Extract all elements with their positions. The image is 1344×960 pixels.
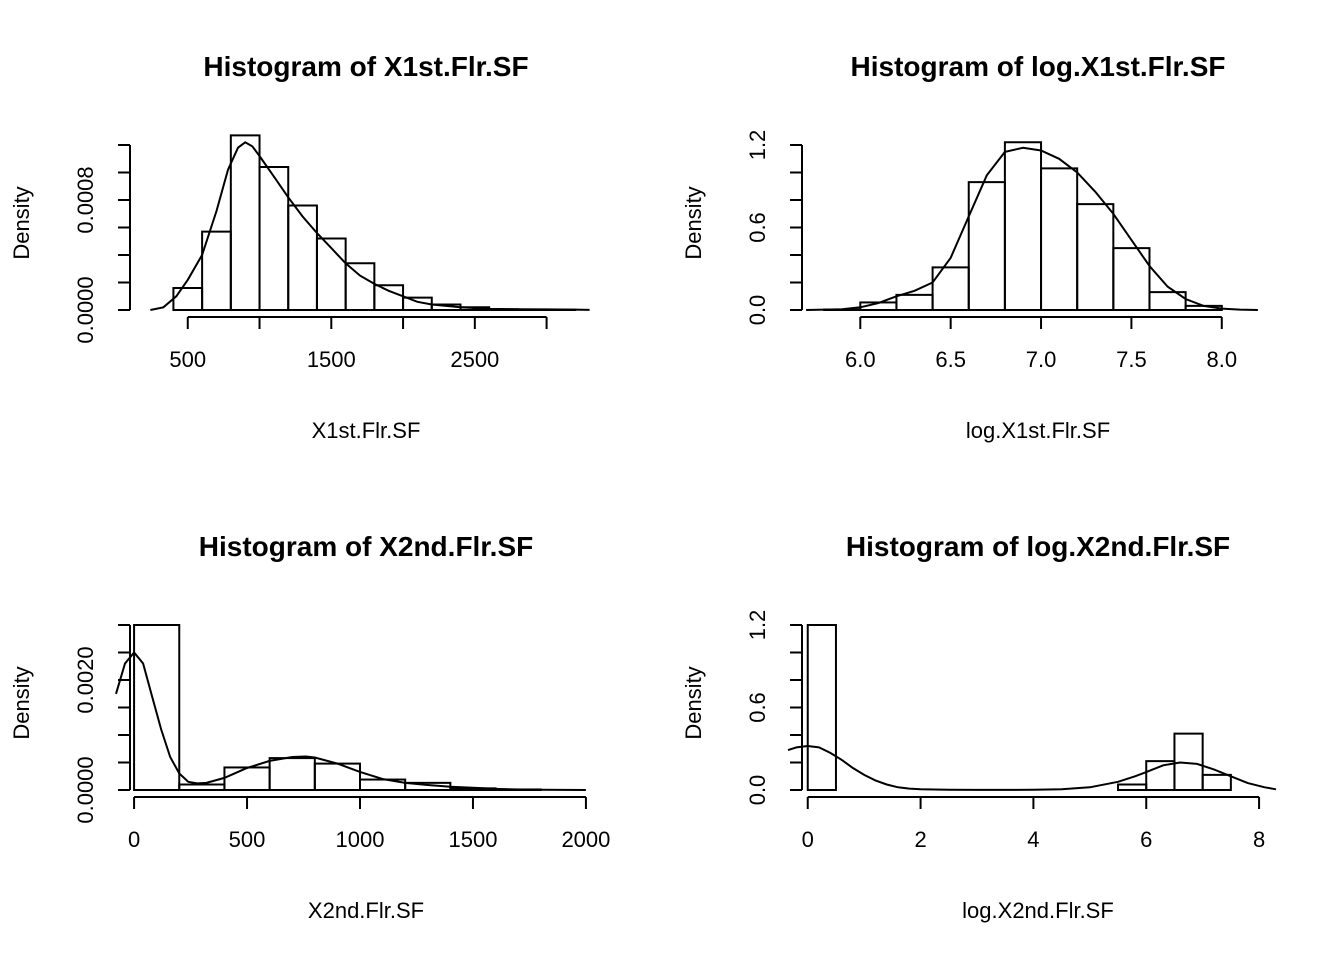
y-axis: 0.0 0.6 1.2 xyxy=(745,610,803,806)
panel-log-x1st-flr-sf: Histogram of log.X1st.Flr.SF log.X1st.Fl… xyxy=(681,51,1258,443)
density-curve xyxy=(787,744,1277,791)
bars xyxy=(823,141,1223,311)
histogram-bar xyxy=(1173,732,1204,791)
histogram-bar xyxy=(1003,141,1043,311)
y-tick-label: 0.0000 xyxy=(73,276,98,343)
panel-title: Histogram of X2nd.Flr.SF xyxy=(199,531,533,562)
bars xyxy=(806,624,1232,791)
histogram-bar xyxy=(287,204,318,311)
y-tick-label: 1.2 xyxy=(745,130,770,161)
x-axis: 0 500 1000 1500 2000 xyxy=(128,796,610,852)
y-tick-label: 1.2 xyxy=(745,610,770,641)
y-tick-label: 0.0 xyxy=(745,775,770,806)
x-tick-label: 0 xyxy=(802,827,814,852)
histogram-bar xyxy=(178,783,226,791)
panel-log-x2nd-flr-sf: Histogram of log.X2nd.Flr.SF log.X2nd.Fl… xyxy=(681,531,1277,923)
histogram-bar xyxy=(895,293,934,311)
x-axis: 0 2 4 6 8 xyxy=(802,796,1265,852)
y-axis-label: Density xyxy=(9,666,34,739)
histogram-bar xyxy=(1076,203,1115,311)
y-axis-label: Density xyxy=(681,186,706,259)
x-tick-label: 500 xyxy=(229,827,266,852)
histogram-bar xyxy=(268,757,316,791)
histogram-bar xyxy=(967,181,1006,311)
panel-title: Histogram of log.X1st.Flr.SF xyxy=(851,51,1226,82)
histogram-bar xyxy=(258,166,290,311)
histogram-bar xyxy=(229,134,261,311)
bars xyxy=(133,624,542,792)
x-tick-label: 1500 xyxy=(307,347,356,372)
y-axis: 0.0 0.6 1.2 xyxy=(745,130,803,326)
panel-x2nd-flr-sf: Histogram of X2nd.Flr.SF X2nd.Flr.SF Den… xyxy=(9,531,610,923)
y-tick-label: 0.0 xyxy=(745,295,770,326)
x-axis-label: log.X1st.Flr.SF xyxy=(966,418,1110,443)
histogram-bar xyxy=(313,762,362,791)
y-tick-label: 0.0020 xyxy=(73,646,98,713)
x-axis: 6.0 6.5 7.0 7.5 8.0 xyxy=(845,316,1237,372)
x-tick-label: 1500 xyxy=(448,827,497,852)
x-tick-label: 0 xyxy=(128,827,140,852)
x-axis-label: log.X2nd.Flr.SF xyxy=(962,898,1114,923)
x-tick-label: 6.0 xyxy=(845,347,876,372)
histogram-bar xyxy=(373,284,405,311)
x-tick-label: 500 xyxy=(169,347,206,372)
x-tick-label: 8.0 xyxy=(1206,347,1237,372)
y-tick-label: 0.6 xyxy=(745,692,770,723)
density-curve xyxy=(806,146,1258,311)
x-tick-label: 2 xyxy=(914,827,926,852)
x-tick-label: 7.5 xyxy=(1116,347,1147,372)
x-axis-label: X2nd.Flr.SF xyxy=(308,898,424,923)
density-curve xyxy=(150,141,590,311)
y-tick-label: 0.0008 xyxy=(73,166,98,233)
histogram-bar xyxy=(1112,247,1151,311)
histogram-bar xyxy=(223,766,271,792)
histogram-bar xyxy=(344,262,376,311)
y-axis-label: Density xyxy=(9,186,34,259)
x-tick-label: 6.5 xyxy=(935,347,966,372)
histogram-bar xyxy=(1117,783,1148,791)
panel-title: Histogram of X1st.Flr.SF xyxy=(203,51,528,82)
panel-x1st-flr-sf: Histogram of X1st.Flr.SF X1st.Flr.SF Den… xyxy=(9,51,590,443)
histogram-bar xyxy=(1148,291,1187,311)
histogram-bar xyxy=(806,624,837,791)
x-tick-label: 8 xyxy=(1253,827,1265,852)
y-tick-label: 0.6 xyxy=(745,212,770,243)
histogram-bar xyxy=(1040,167,1079,311)
x-axis-label: X1st.Flr.SF xyxy=(312,418,421,443)
y-axis-label: Density xyxy=(681,666,706,739)
density-curve xyxy=(115,650,586,791)
x-tick-label: 4 xyxy=(1027,827,1039,852)
x-tick-label: 2500 xyxy=(450,347,499,372)
y-axis: 0.0000 0.0008 xyxy=(73,144,131,344)
histogram-bar xyxy=(172,287,204,311)
x-tick-label: 1000 xyxy=(336,827,385,852)
x-tick-label: 7.0 xyxy=(1026,347,1057,372)
y-axis: 0.0000 0.0020 xyxy=(73,624,131,824)
histogram-bar xyxy=(133,624,181,791)
histogram-bar xyxy=(1201,773,1232,791)
x-tick-label: 6 xyxy=(1140,827,1152,852)
panel-title: Histogram of log.X2nd.Flr.SF xyxy=(846,531,1230,562)
x-axis: 500 1500 2500 xyxy=(169,316,548,372)
y-tick-label: 0.0000 xyxy=(73,756,98,823)
x-tick-label: 2000 xyxy=(561,827,610,852)
